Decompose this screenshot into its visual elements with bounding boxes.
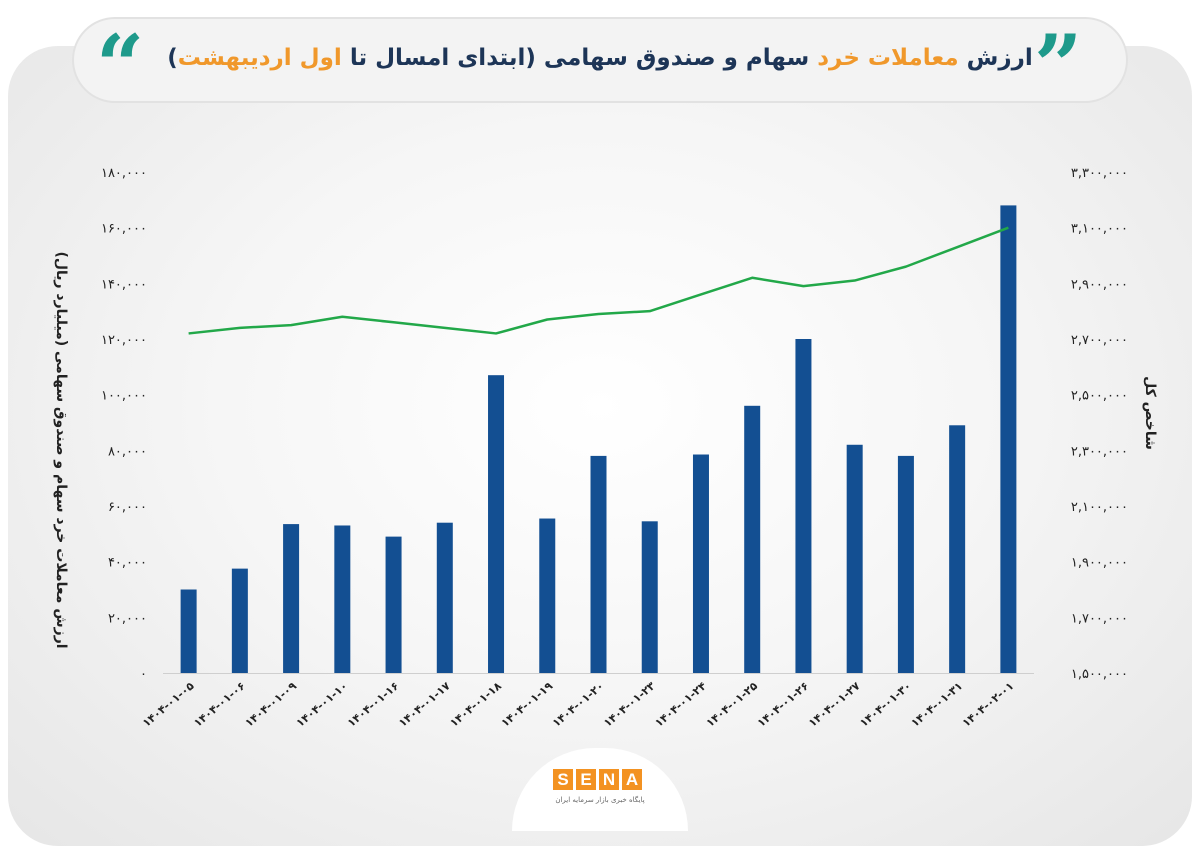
title-highlight-2: اول اردیبهشت [177, 45, 342, 71]
x-axis-tick-label: ۱۴۰۴-۰۱-۰۵ [140, 679, 197, 730]
bar [283, 524, 300, 673]
bar [744, 405, 761, 673]
bar [846, 444, 863, 673]
x-axis-tick-label: ۱۴۰۴-۰۱-۲۳ [601, 679, 658, 730]
right-axis-tick-label: ۲,۱۰۰,۰۰۰ [1071, 500, 1128, 515]
bar [488, 375, 505, 673]
left-axis-tick-label: ۲۰,۰۰۰ [108, 611, 147, 626]
left-axis-tick-label: ۱۲۰,۰۰۰ [101, 333, 147, 348]
bar [1000, 205, 1017, 673]
title-highlight-1: معاملات خرد [817, 45, 959, 71]
bar [641, 521, 658, 673]
bar [692, 454, 709, 673]
sena-logo-letters: S E N A [553, 769, 642, 790]
x-axis-tick-label: ۱۴۰۴-۰۱-۳۰ [857, 679, 913, 729]
right-axis-tick-label: ۲,۳۰۰,۰۰۰ [1071, 444, 1128, 459]
bar [539, 518, 556, 673]
bar [231, 568, 248, 673]
left-axis-tick-label: ۴۰,۰۰۰ [108, 556, 147, 571]
x-axis-tick-label: ۱۴۰۴-۰۱-۱۹ [499, 679, 556, 730]
bar [949, 425, 966, 673]
right-axis-tick-label: ۳,۱۰۰,۰۰۰ [1071, 222, 1128, 237]
x-axis-tick-label: ۱۴۰۴-۰۱-۰۹ [243, 679, 300, 730]
logo-letter-e: E [576, 769, 596, 790]
chart-card [8, 46, 1192, 846]
x-axis-tick-label: ۱۴۰۴-۰۱-۲۶ [755, 679, 811, 729]
bar [436, 522, 453, 673]
title-part-5: ) [167, 45, 178, 71]
x-axis-tick-label: ۱۴۰۴-۰۱-۰۶ [191, 679, 247, 729]
right-axis-tick-label: ۱,۹۰۰,۰۰۰ [1071, 556, 1128, 571]
logo-tagline: پایگاه خبری بازار سرمایه ایران [555, 796, 645, 804]
x-axis-tick-label: ۱۴۰۴-۰۱-۱۶ [345, 679, 401, 729]
title-part-1: ارزش [958, 45, 1033, 71]
bar [897, 455, 914, 673]
x-axis-tick-label: ۱۴۰۴-۰۱-۲۵ [704, 679, 761, 730]
logo-letter-a: A [622, 769, 642, 790]
left-axis-tick-label: ۱۴۰,۰۰۰ [101, 277, 147, 292]
close-quote-icon: ” [1034, 16, 1083, 115]
x-axis-tick-label: ۱۴۰۴-۰۱-۲۴ [652, 679, 709, 730]
right-axis-tick-label: ۲,۷۰۰,۰۰۰ [1071, 333, 1128, 348]
left-axis-tick-label: ۱۸۰,۰۰۰ [101, 166, 147, 181]
left-axis-tick-label: ۰ [140, 667, 147, 682]
bar [334, 525, 351, 673]
left-axis-tick-label: ۶۰,۰۰۰ [108, 500, 147, 515]
bar [795, 339, 812, 673]
x-axis-tick-label: ۱۴۰۴-۰۱-۱۷ [396, 679, 453, 730]
right-axis-tick-label: ۲,۵۰۰,۰۰۰ [1071, 389, 1128, 404]
bar [590, 455, 607, 673]
open-quote-icon: “ [96, 16, 145, 115]
right-axis-tick-label: ۲,۹۰۰,۰۰۰ [1071, 277, 1128, 292]
bar [180, 589, 197, 673]
x-axis-tick-label: ۱۴۰۴-۰۱-۲۰ [550, 679, 606, 729]
logo-letter-n: N [599, 769, 619, 790]
title-part-3: سهام و صندوق سهامی (ابتدای امسال تا [341, 45, 818, 71]
logo-letter-s: S [553, 769, 573, 790]
right-axis-tick-label: ۳,۳۰۰,۰۰۰ [1071, 166, 1128, 181]
right-axis-tick-label: ۱,۵۰۰,۰۰۰ [1071, 667, 1128, 682]
left-axis-tick-label: ۱۶۰,۰۰۰ [101, 222, 147, 237]
x-axis-tick-label: ۱۴۰۴-۰۱-۱۸ [447, 679, 504, 730]
left-axis-tick-label: ۱۰۰,۰۰۰ [101, 389, 147, 404]
right-axis-title: شاخص کل [1142, 376, 1158, 450]
index-line [188, 226, 1009, 335]
x-axis-tick-label: ۱۴۰۴-۰۱-۲۷ [806, 679, 863, 730]
left-axis-tick-label: ۸۰,۰۰۰ [108, 444, 147, 459]
bar [385, 536, 402, 673]
left-axis-title: ارزش معاملات خرد سهام و صندوق سهامی (میل… [53, 251, 69, 648]
title-banner [72, 17, 1128, 103]
x-axis-tick-label: ۱۴۰۴-۰۱-۳۱ [909, 679, 965, 729]
right-axis-tick-label: ۱,۷۰۰,۰۰۰ [1071, 611, 1128, 626]
x-axis-tick-label: ۱۴۰۴-۰۲-۰۱ [960, 679, 1016, 729]
x-axis-tick-label: ۱۴۰۴-۰۱-۱۰ [294, 679, 350, 729]
chart-title: ارزش معاملات خرد سهام و صندوق سهامی (ابت… [160, 38, 1040, 78]
